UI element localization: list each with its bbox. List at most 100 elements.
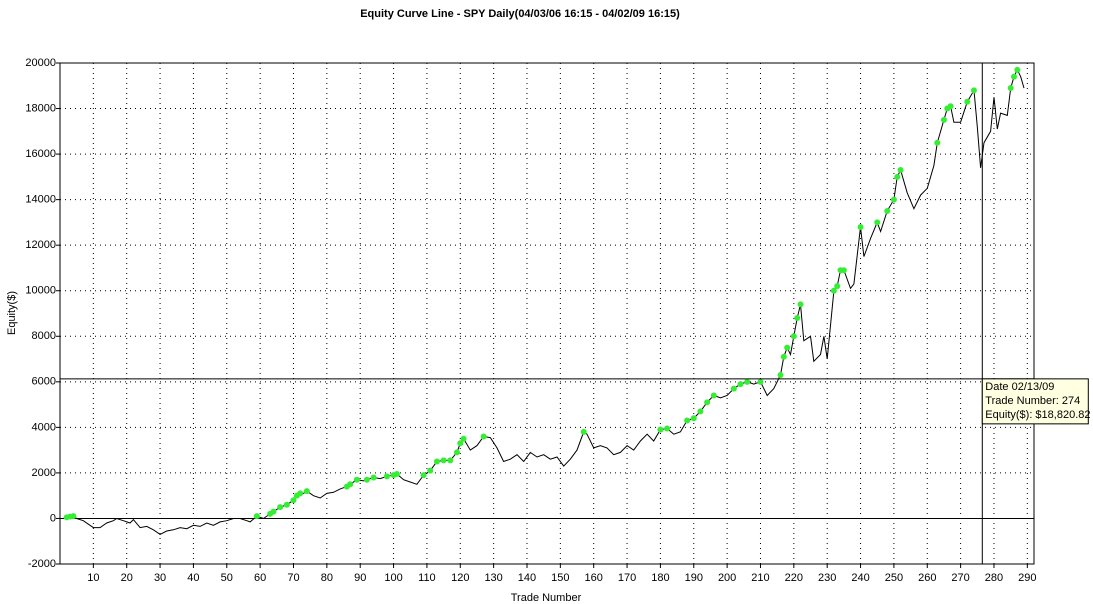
new-high-marker	[757, 378, 764, 385]
x-tick-label: 260	[918, 572, 936, 584]
x-tick-label: 210	[751, 572, 769, 584]
new-high-marker	[737, 381, 744, 388]
new-high-marker	[894, 173, 901, 180]
chart-title: Equity Curve Line - SPY Daily(04/03/06 1…	[360, 8, 680, 20]
new-high-marker	[277, 504, 284, 511]
new-high-marker	[664, 425, 671, 432]
tooltip-text: Date 02/13/09	[985, 381, 1054, 393]
new-high-marker	[964, 98, 971, 105]
y-tick-label: 18000	[25, 102, 56, 114]
x-tick-label: 140	[518, 572, 536, 584]
x-tick-label: 20	[121, 572, 133, 584]
x-tick-label: 100	[384, 572, 402, 584]
y-tick-label: -2000	[28, 558, 56, 570]
new-high-marker	[383, 473, 390, 480]
new-high-marker	[784, 344, 791, 351]
new-high-marker	[657, 426, 664, 433]
new-high-marker	[363, 476, 370, 483]
new-high-marker	[283, 501, 290, 508]
x-tick-label: 30	[154, 572, 166, 584]
new-high-marker	[710, 392, 717, 399]
new-high-marker	[840, 267, 847, 274]
x-tick-label: 10	[87, 572, 99, 584]
new-high-marker	[890, 196, 897, 203]
x-tick-label: 200	[718, 572, 736, 584]
x-tick-label: 190	[685, 572, 703, 584]
new-high-marker	[684, 417, 691, 424]
y-tick-label: 2000	[32, 467, 56, 479]
new-high-marker	[697, 408, 704, 415]
new-high-marker	[1010, 73, 1017, 80]
y-tick-label: 4000	[32, 421, 56, 433]
new-high-marker	[790, 333, 797, 340]
new-high-marker	[440, 457, 447, 464]
new-high-marker	[453, 449, 460, 456]
new-high-marker	[897, 167, 904, 174]
new-high-marker	[857, 223, 864, 230]
y-tick-label: 16000	[25, 148, 56, 160]
x-tick-label: 40	[187, 572, 199, 584]
new-high-marker	[940, 116, 947, 123]
new-high-marker	[794, 315, 801, 322]
y-tick-label: 6000	[32, 376, 56, 388]
x-tick-label: 280	[985, 572, 1003, 584]
x-tick-label: 120	[451, 572, 469, 584]
new-high-marker	[460, 435, 467, 442]
new-high-marker	[730, 385, 737, 392]
x-tick-label: 50	[221, 572, 233, 584]
x-tick-label: 170	[618, 572, 636, 584]
x-tick-label: 180	[651, 572, 669, 584]
tooltip-text: Trade Number: 274	[985, 395, 1080, 407]
y-tick-label: 10000	[25, 285, 56, 297]
y-tick-label: 0	[50, 512, 56, 524]
equity-line	[63, 68, 1025, 535]
new-high-marker	[834, 283, 841, 290]
x-axis-label: Trade Number	[511, 592, 582, 604]
new-high-marker	[744, 378, 751, 385]
new-high-marker	[580, 428, 587, 435]
tooltip-text: Equity($): $18,820.82	[985, 409, 1090, 421]
new-high-marker	[690, 415, 697, 422]
new-high-marker	[777, 371, 784, 378]
y-tick-label: 14000	[25, 194, 56, 206]
new-high-marker	[830, 287, 837, 294]
new-high-marker	[447, 457, 454, 464]
tooltip-box	[981, 378, 1089, 425]
new-high-marker	[874, 219, 881, 226]
new-high-marker	[270, 508, 277, 515]
new-high-marker	[884, 208, 891, 215]
x-tick-label: 220	[785, 572, 803, 584]
x-tick-label: 150	[551, 572, 569, 584]
new-high-marker	[457, 440, 464, 447]
new-high-marker	[970, 87, 977, 94]
plot-area	[59, 62, 1035, 565]
x-tick-label: 130	[484, 572, 502, 584]
y-tick-label: 8000	[32, 330, 56, 342]
new-high-marker	[420, 472, 427, 479]
x-tick-label: 240	[851, 572, 869, 584]
x-tick-label: 290	[1018, 572, 1036, 584]
new-high-marker	[290, 497, 297, 504]
x-tick-label: 80	[321, 572, 333, 584]
new-high-marker	[433, 458, 440, 465]
new-high-marker	[353, 476, 360, 483]
x-tick-label: 250	[885, 572, 903, 584]
new-high-marker	[934, 139, 941, 146]
new-high-marker	[393, 471, 400, 478]
new-high-marker	[947, 103, 954, 110]
x-tick-label: 110	[418, 572, 436, 584]
x-tick-label: 60	[254, 572, 266, 584]
new-high-marker	[370, 474, 377, 481]
new-high-marker	[70, 513, 77, 520]
new-high-marker	[303, 488, 310, 495]
y-tick-label: 20000	[25, 57, 56, 69]
new-high-marker	[1007, 85, 1014, 92]
x-tick-label: 230	[818, 572, 836, 584]
y-axis-label: Equity($)	[6, 291, 18, 335]
new-high-marker	[427, 467, 434, 474]
y-tick-label: 12000	[25, 239, 56, 251]
new-high-marker	[297, 490, 304, 497]
new-high-marker	[780, 353, 787, 360]
x-tick-label: 70	[287, 572, 299, 584]
